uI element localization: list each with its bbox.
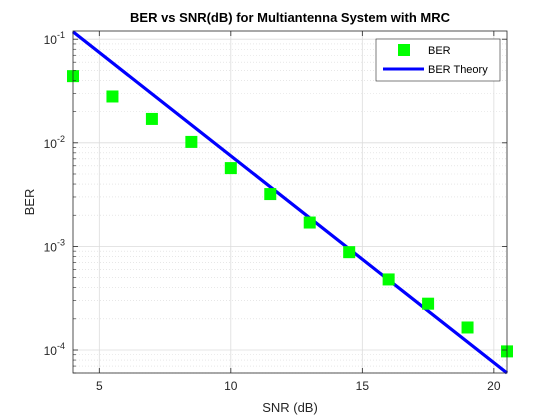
legend-label-ber-theory: BER Theory xyxy=(428,64,488,76)
legend-marker-ber xyxy=(398,44,410,56)
ber-data-point xyxy=(303,216,316,229)
y-tick-label: 10-2 xyxy=(44,134,65,151)
ber-data-point xyxy=(382,273,395,286)
x-tick-label: 20 xyxy=(487,379,501,393)
ber-data-point xyxy=(145,112,158,125)
x-axis: 5 10 15 20 xyxy=(96,31,501,393)
chart-title: BER vs SNR(dB) for Multiantenna System w… xyxy=(130,10,451,25)
series-line-ber-theory xyxy=(72,30,508,375)
x-tick-label: 10 xyxy=(224,379,238,393)
y-tick-label: 10-3 xyxy=(44,237,65,254)
ber-data-point xyxy=(185,135,198,148)
minor-grid xyxy=(73,43,507,374)
plot-frame xyxy=(72,30,508,374)
ber-data-point xyxy=(422,297,435,310)
major-grid xyxy=(73,31,507,373)
series-layer xyxy=(67,30,513,375)
y-axis-label: BER xyxy=(22,189,37,216)
ber-data-point xyxy=(106,90,119,103)
y-tick-label: 10-4 xyxy=(44,341,65,358)
x-axis-label: SNR (dB) xyxy=(262,400,318,415)
x-tick-label: 15 xyxy=(356,379,370,393)
x-tick-label: 5 xyxy=(96,379,103,393)
legend-box xyxy=(375,38,501,82)
ber-data-point xyxy=(461,321,474,334)
ber-data-point xyxy=(264,188,277,201)
ber-data-point xyxy=(224,162,237,175)
ber-data-point xyxy=(343,246,356,259)
y-tick-label: 10-1 xyxy=(44,30,65,47)
legend: BER BER Theory xyxy=(375,38,501,82)
y-axis: 10-1 10-2 10-3 10-4 xyxy=(44,30,507,374)
legend-label-ber: BER xyxy=(428,45,451,57)
